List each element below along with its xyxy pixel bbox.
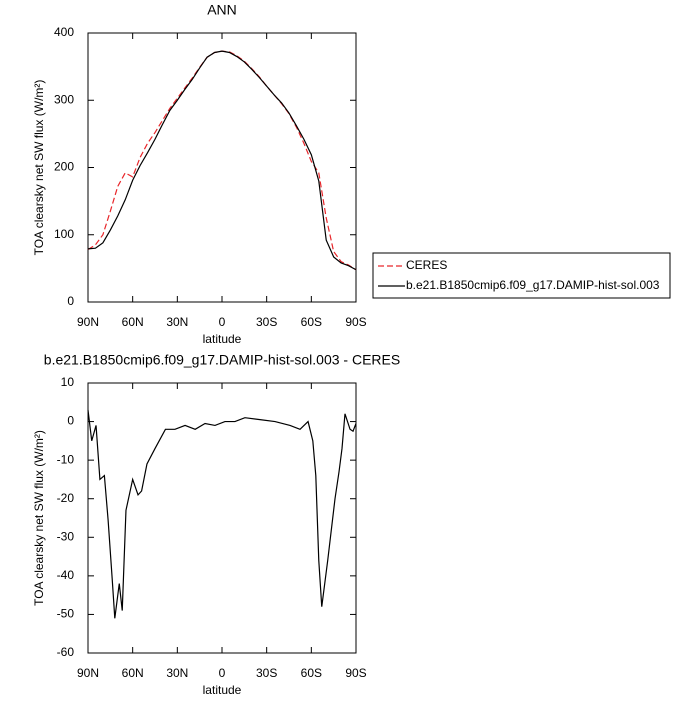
- y-tick-label: -40: [57, 568, 75, 582]
- x-tick-label: 60S: [301, 315, 322, 329]
- x-tick-label: 90S: [345, 315, 366, 329]
- y-tick-label: -10: [57, 452, 75, 466]
- x-axis-label: latitude: [203, 332, 242, 346]
- y-tick-label: -50: [57, 607, 75, 621]
- x-tick-label: 60S: [301, 666, 322, 680]
- data-line: [87, 409, 357, 619]
- y-tick-label: -20: [57, 491, 75, 505]
- x-tick-label: 0: [219, 315, 226, 329]
- x-tick-label: 0: [219, 666, 226, 680]
- x-tick-label: 90N: [77, 666, 99, 680]
- legend-box: [372, 252, 671, 299]
- x-tick-label: 90N: [77, 315, 99, 329]
- y-tick-label: 0: [67, 414, 74, 428]
- x-axis-label: latitude: [203, 683, 242, 697]
- x-tick-label: 60N: [122, 666, 144, 680]
- legend-label: b.e21.B1850cmip6.f09_g17.DAMIP-hist-sol.…: [406, 278, 660, 292]
- y-axis-label: TOA clearsky net SW flux (W/m²): [32, 80, 46, 256]
- plot-frame: [87, 382, 357, 654]
- x-tick-label: 30N: [166, 666, 188, 680]
- y-tick-label: 400: [54, 25, 74, 39]
- x-tick-label: 30N: [166, 315, 188, 329]
- legend-label: CERES: [406, 258, 447, 272]
- chart-title: ANN: [207, 2, 237, 18]
- x-tick-label: 30S: [256, 315, 277, 329]
- y-tick-label: 300: [54, 92, 74, 106]
- x-tick-label: 90S: [345, 666, 366, 680]
- y-tick-label: -60: [57, 645, 75, 659]
- y-tick-label: 200: [54, 160, 74, 174]
- chart-title: b.e21.B1850cmip6.f09_g17.DAMIP-hist-sol.…: [44, 352, 400, 368]
- x-tick-label: 30S: [256, 666, 277, 680]
- y-tick-label: -30: [57, 529, 75, 543]
- x-tick-label: 60N: [122, 315, 144, 329]
- y-tick-label: 10: [61, 375, 75, 389]
- data-line: [87, 50, 357, 271]
- y-tick-label: 0: [67, 294, 74, 308]
- y-axis-label: TOA clearsky net SW flux (W/m²): [32, 430, 46, 606]
- data-line: [87, 50, 357, 271]
- y-tick-label: 100: [54, 227, 74, 241]
